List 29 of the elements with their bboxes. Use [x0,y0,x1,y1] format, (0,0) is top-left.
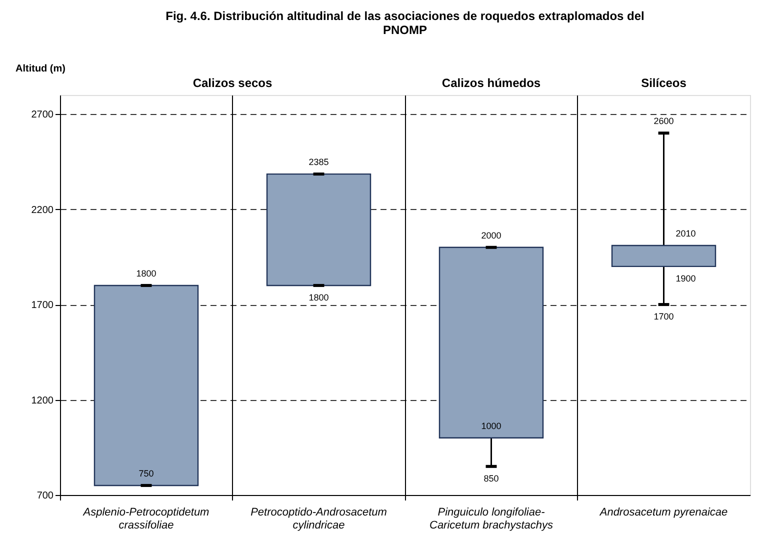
x-tick-label: Pinguiculo longifoliae-Caricetum brachystachys [430,506,554,532]
y-tick-label: 2200 [31,204,54,216]
annotation: 750 [138,468,154,478]
annotation: 1000 [481,420,502,431]
bar [611,244,716,268]
x-tick-label: Petrocoptido-Androsacetum cylindricae [250,506,387,532]
chart-title: Fig. 4.6. Distribución altitudinal de las asociaciones de roquedos extraplomados del PNOMP [166,9,644,37]
annotation: 1800 [136,268,156,278]
y-tick-label: 1700 [31,300,54,312]
annotation: 2600 [654,116,674,126]
x-tick-label: Asplenio-Petrocoptidetum crassifoliae [82,506,210,532]
bar [94,284,199,486]
annotation: 1900 [676,273,696,284]
y-tick-label: 1200 [31,395,54,406]
y-axis-title: Altitud (m) [16,64,66,74]
annotation: 850 [484,473,499,484]
text: Silíceos [641,76,687,90]
annotation: 1700 [654,312,674,322]
text: Calizos secos [192,76,273,90]
annotation: 1800 [308,292,329,302]
bar [438,246,544,438]
y-tick-label: 2700 [31,110,54,121]
x-tick-label: Androsacetum pyrenaicae [598,506,728,518]
text: Calizos húmedos [442,76,541,90]
annotation: 2010 [676,228,696,238]
annotation: 2385 [308,157,329,168]
y-tick-label: 700 [36,490,54,502]
annotation: 2000 [481,230,502,240]
bar [266,173,372,286]
